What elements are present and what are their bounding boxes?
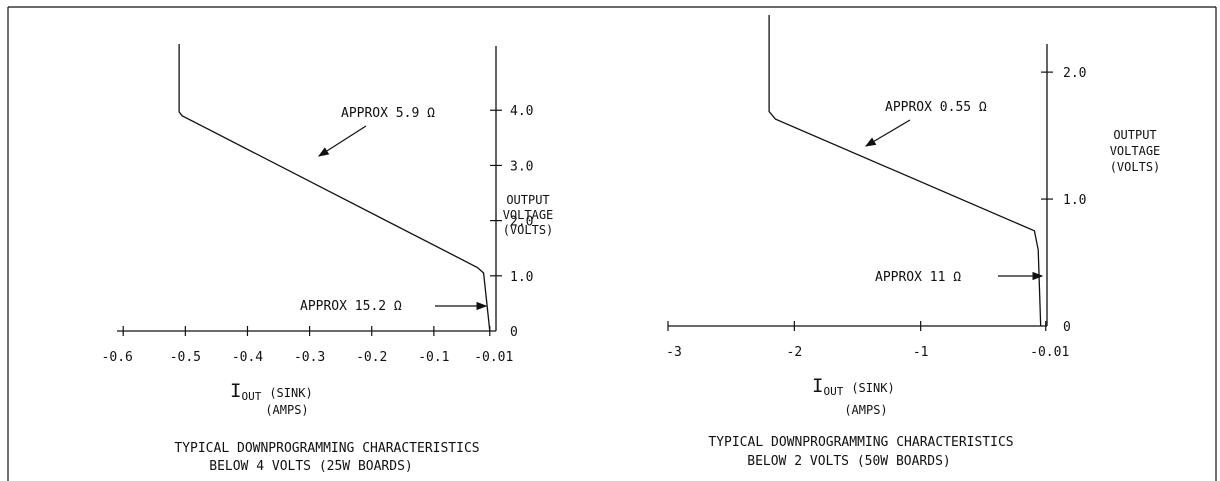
x-axis-label: IOUT (SINK) [812, 375, 895, 398]
annotation-knee-resistance: APPROX 15.2 Ω [300, 299, 402, 314]
y-axis-label-line2: VOLTAGE [503, 208, 554, 222]
y-axis-label-line3: (VOLTS) [1110, 160, 1161, 174]
y-axis-label-line3: (VOLTS) [503, 223, 554, 237]
y-axis-label-line1: OUTPUT [506, 193, 549, 207]
x-tick-label: -0.2 [356, 350, 387, 365]
annotation-knee-resistance: APPROX 11 Ω [875, 270, 961, 285]
y-tick-label: 4.0 [510, 104, 533, 119]
y-ticks: 0 1.0 2.0 3.0 4.0 [490, 104, 533, 340]
x-ticks: -0.6 -0.5 -0.4 -0.3 -0.2 -0.1 -0.01 [102, 326, 513, 365]
y-tick-label: 0 [510, 325, 518, 340]
x-label-sub: OUT [823, 385, 843, 398]
x-tick-label: -0.01 [1030, 345, 1069, 360]
y-ticks: 0 1.0 2.0 [1041, 66, 1086, 335]
chart-left: -0.6 -0.5 -0.4 -0.3 -0.2 -0.1 -0.01 0 1.0 2.0 3.0… [102, 44, 554, 474]
series-line [178, 44, 491, 332]
x-label-rest: (SINK) [269, 386, 312, 400]
x-tick-label: -1 [913, 345, 929, 360]
x-axis-units: (AMPS) [265, 403, 308, 417]
y-tick-label: 2.0 [510, 215, 533, 230]
y-axis-label-line1: OUTPUT [1113, 128, 1156, 142]
x-tick-label: -3 [666, 345, 682, 360]
caption-line1: TYPICAL DOWNPROGRAMMING CHARACTERISTICS [708, 435, 1013, 450]
annotation-slope-arrow [317, 125, 367, 157]
x-tick-label: -0.3 [294, 350, 325, 365]
annotation-slope-resistance: APPROX 5.9 Ω [341, 106, 435, 121]
x-label-main: I [812, 375, 823, 397]
x-tick-label: -0.4 [232, 350, 263, 365]
x-axis-label: IOUT (SINK) [230, 380, 313, 403]
x-label-main: I [230, 380, 241, 402]
caption-line2: BELOW 4 VOLTS (25W BOARDS) [209, 459, 413, 474]
x-axis-units: (AMPS) [844, 403, 887, 417]
caption-line2: BELOW 2 VOLTS (50W BOARDS) [747, 454, 951, 469]
x-label-sub: OUT [241, 390, 261, 403]
annotation-slope-resistance: APPROX 0.55 Ω [885, 100, 987, 115]
x-tick-label: -2 [787, 345, 803, 360]
x-tick-label: -0.6 [102, 350, 133, 365]
caption-line1: TYPICAL DOWNPROGRAMMING CHARACTERISTICS [174, 441, 479, 456]
series-line [768, 15, 1042, 327]
y-tick-label: 3.0 [510, 159, 533, 174]
y-tick-label: 0 [1063, 320, 1071, 335]
x-label-rest: (SINK) [851, 381, 894, 395]
y-tick-label: 1.0 [510, 270, 533, 285]
y-tick-label: 1.0 [1063, 193, 1086, 208]
x-tick-label: -0.1 [418, 350, 449, 365]
y-axis-label-line2: VOLTAGE [1110, 144, 1161, 158]
y-tick-label: 2.0 [1063, 66, 1086, 81]
x-tick-label: -0.5 [170, 350, 201, 365]
chart-right: -3 -2 -1 -0.01 0 1.0 2.0 OUTPUT VOLTAGE (VOLT… [666, 15, 1160, 469]
x-ticks: -3 -2 -1 -0.01 [666, 321, 1069, 360]
x-tick-label: -0.01 [474, 350, 513, 365]
annotation-slope-arrow [864, 119, 911, 147]
